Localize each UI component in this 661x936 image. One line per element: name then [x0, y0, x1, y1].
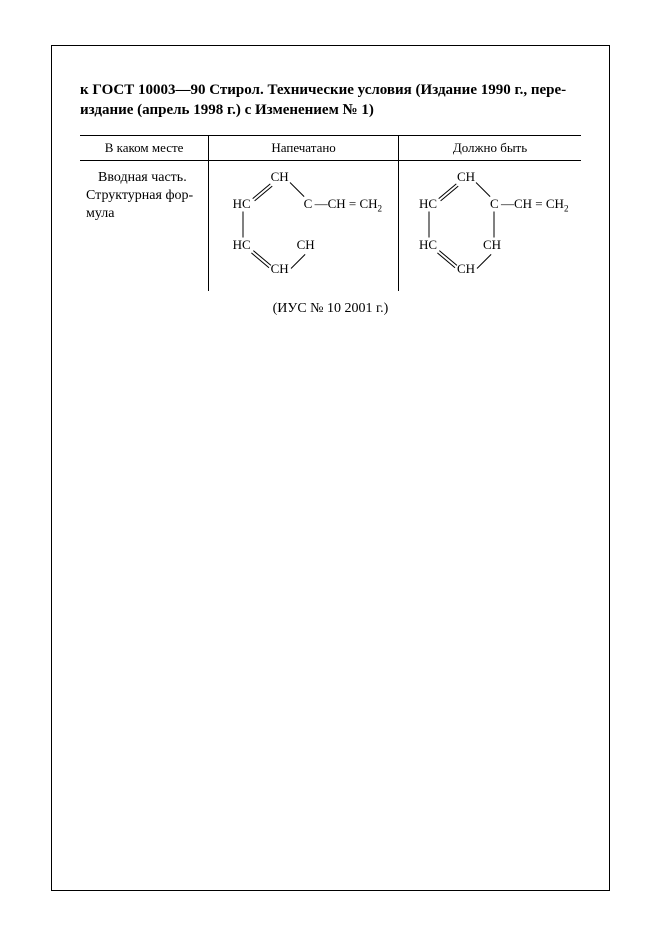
bond-ul-ll — [242, 211, 243, 237]
bond-ul-top — [253, 184, 271, 199]
bond-ul-top — [439, 184, 457, 199]
bond-ul-ll — [429, 211, 430, 237]
atom-hc-ul: HC — [419, 196, 437, 212]
atom-ch-lr: CH — [483, 237, 501, 253]
bond-bottom-lr-printed — [290, 254, 305, 269]
atom-ch-top: CH — [457, 169, 475, 185]
col-header-location: В каком месте — [80, 135, 209, 160]
atom-hc-ll: HC — [419, 237, 437, 253]
atom-ch-bottom: CH — [271, 261, 289, 277]
col-header-printed: Напечатано — [209, 135, 399, 160]
caption: (ИУС № 10 2001 г.) — [80, 301, 581, 317]
bond-top-ur — [289, 182, 304, 197]
atom-ch-lr: CH — [297, 237, 315, 253]
atom-hc-ul: HC — [233, 196, 251, 212]
bond-bottom-lr — [477, 254, 492, 269]
atom-c-ur: C — [490, 196, 499, 212]
bond-ll-bottom — [253, 251, 271, 266]
location-text: Вводная часть. Структурная фор­мула — [86, 169, 202, 224]
bond-top-ur — [476, 182, 491, 197]
bond-ll-bottom — [439, 251, 457, 266]
atom-c-ur: C — [304, 196, 313, 212]
atom-ch-top: CH — [271, 169, 289, 185]
atom-side-chain: —CH = CH2 — [315, 196, 383, 214]
atom-ch-bottom: CH — [457, 261, 475, 277]
title-line-2: издание (апрель 1998 г.) с Изменением № … — [80, 102, 374, 118]
errata-table: В каком месте Напечатано Должно быть Вво… — [80, 135, 581, 291]
title-line-1: к ГОСТ 10003—90 Стирол. Технические усло… — [80, 82, 566, 98]
atom-side-chain: —CH = CH2 — [501, 196, 569, 214]
diagram-correct: CH C CH CH HC HC —CH = CH2 — [405, 169, 575, 279]
bond-ur-lr — [494, 211, 495, 237]
atom-hc-ll: HC — [233, 237, 251, 253]
table-header-row: В каком месте Напечатано Должно быть — [80, 135, 581, 160]
diagram-printed: CH C CH CH HC HC —CH = CH2 — [219, 169, 389, 279]
table-row: Вводная часть. Структурная фор­мула CH C… — [80, 160, 581, 291]
col-header-correct: Должно быть — [399, 135, 582, 160]
